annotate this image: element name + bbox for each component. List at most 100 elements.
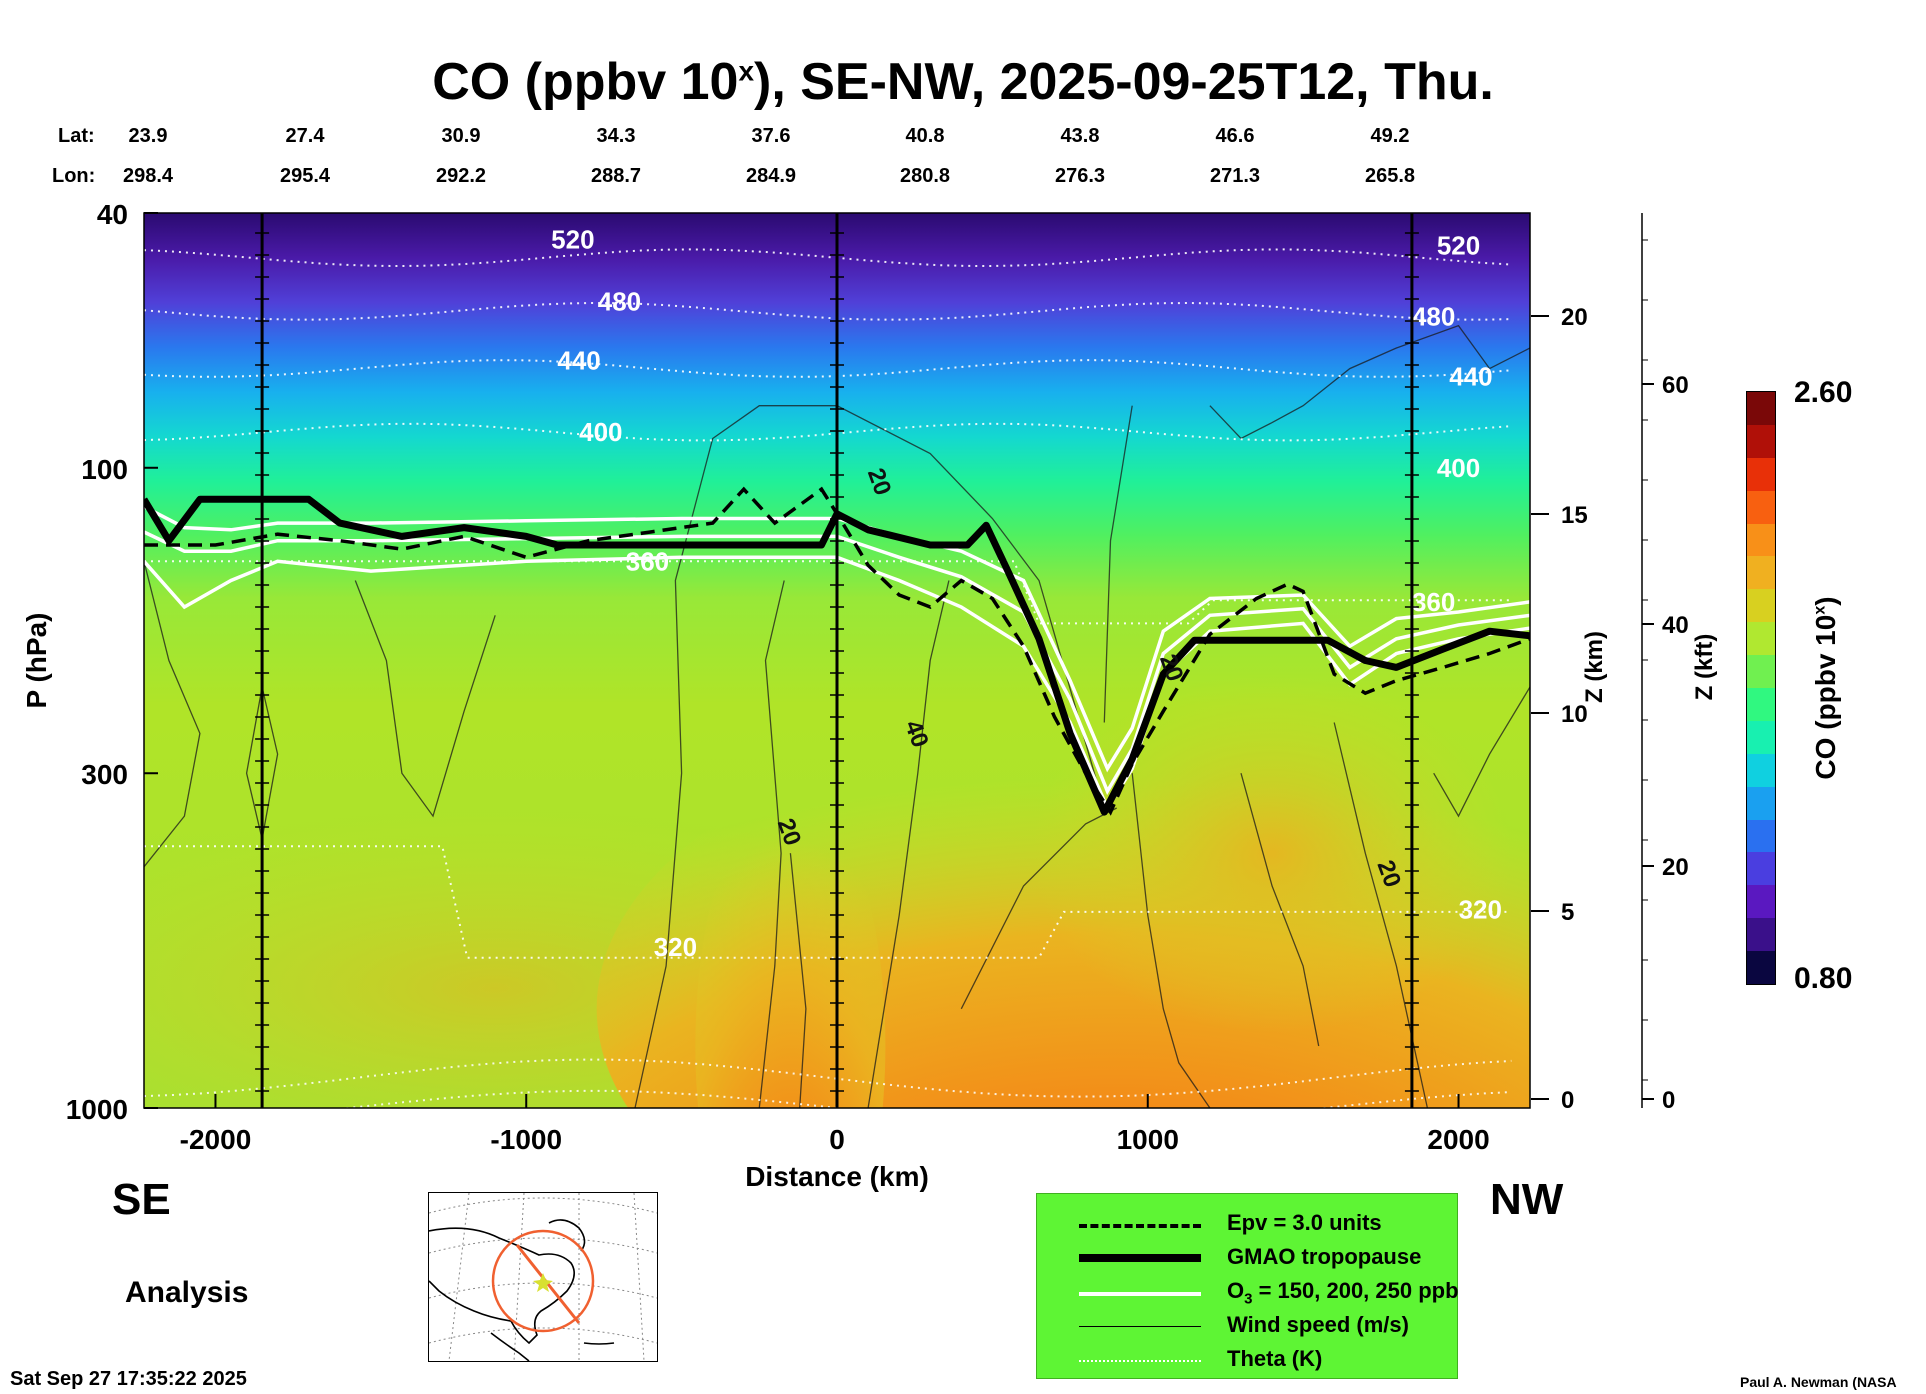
- theta-label-2: 440: [557, 346, 600, 376]
- legend-tropopause: GMAO tropopause: [1037, 1242, 1457, 1274]
- x-tick-label: -2000: [180, 1124, 252, 1155]
- y-tick-label: 40: [97, 199, 128, 230]
- theta-label-1: 480: [598, 287, 641, 317]
- legend-wind-label: Wind speed (m/s): [1227, 1312, 1409, 1337]
- colorbar-swatch: [1747, 720, 1775, 755]
- inset-map-graphic: [429, 1193, 657, 1361]
- legend-theta-label: Theta (K): [1227, 1346, 1323, 1371]
- colorbar-swatch: [1747, 457, 1775, 492]
- theta-label-7: 480: [1412, 301, 1455, 331]
- direction-nw: NW: [1490, 1175, 1564, 1224]
- x-axis-title: Distance (km): [745, 1161, 929, 1192]
- y-tick-label: 100: [81, 454, 128, 485]
- z-km-tick-label: 15: [1561, 502, 1588, 529]
- colorbar: [1746, 391, 1776, 985]
- colorbar-swatch: [1747, 556, 1775, 590]
- colorbar-swatch: [1747, 951, 1775, 985]
- direction-se: SE: [112, 1175, 171, 1224]
- z-kft-tick-label: 20: [1662, 854, 1689, 881]
- theta-contour-lower-0: [144, 1058, 1512, 1098]
- wind-contour-4: [758, 580, 785, 1108]
- legend-epv-label: Epv = 3.0 units: [1227, 1210, 1382, 1235]
- theta-contour-400: [144, 422, 1512, 442]
- z-km-tick-label: 0: [1561, 1087, 1574, 1114]
- theta-label-6: 520: [1437, 231, 1480, 261]
- y-tick-label: 300: [81, 759, 128, 790]
- lat-value: 30.9: [441, 125, 481, 147]
- legend-o3-label: O3 = 150, 200, 250 ppb: [1227, 1278, 1459, 1308]
- legend-tropopause-label: GMAO tropopause: [1227, 1244, 1422, 1269]
- colorbar-swatch: [1747, 786, 1775, 821]
- theta-label-9: 400: [1437, 453, 1480, 483]
- chart-title: CO (ppbv 10x), SE-NW, 2025-09-25T12, Thu…: [432, 53, 1494, 111]
- author-credit: Paul A. Newman (NASA: [1740, 1374, 1897, 1390]
- theta-contour-480: [144, 301, 1512, 321]
- colorbar-swatch: [1747, 392, 1775, 426]
- z-kft-tick-label: 60: [1662, 372, 1689, 399]
- theta-label-4: 360: [626, 546, 669, 576]
- theta-label-0: 520: [551, 225, 594, 255]
- legend-epv: Epv = 3.0 units: [1037, 1208, 1457, 1240]
- x-tick-label: 0: [829, 1124, 845, 1155]
- wind-contour-10: [1209, 324, 1530, 440]
- colorbar-swatch: [1747, 655, 1775, 689]
- lon-value: 276.3: [1054, 165, 1106, 187]
- lon-value: 288.7: [590, 165, 642, 187]
- lat-value: 46.6: [1215, 125, 1255, 147]
- z-km-tick-label: 10: [1561, 701, 1588, 728]
- lat-value: 49.2: [1370, 125, 1410, 147]
- legend-tropopause-swatch: [1079, 1254, 1201, 1262]
- theta-label-10: 360: [1412, 587, 1455, 617]
- wind-contour-3: [634, 405, 1105, 1108]
- legend-theta-swatch: [1079, 1360, 1201, 1362]
- colorbar-swatch: [1747, 490, 1775, 525]
- co-field-plume-west: [695, 786, 886, 1108]
- lat-value: 43.8: [1060, 125, 1100, 147]
- contour-overlays: 5204804404003603205204804404003603202040…: [144, 213, 1530, 1108]
- wind-contour-2: [354, 580, 496, 818]
- lat-value: 27.4: [285, 125, 325, 147]
- theta-contour-520: [144, 248, 1512, 268]
- lat-value: 37.6: [751, 125, 791, 147]
- legend-o3: O3 = 150, 200, 250 ppb: [1037, 1276, 1459, 1308]
- epv-contour: [144, 486, 1530, 816]
- wind-contour-5: [789, 853, 807, 1108]
- wind-contour-7: [960, 807, 1117, 1010]
- wind-contour-6: [867, 580, 950, 1108]
- lon-value: 271.3: [1209, 165, 1261, 187]
- lat-value: 40.8: [905, 125, 945, 147]
- z-kft-tick-label: 0: [1662, 1087, 1675, 1114]
- lon-value: 292.2: [435, 165, 487, 187]
- z-kft-axis-title: Z (kft): [1691, 634, 1718, 701]
- lat-label: Lat:: [58, 125, 95, 147]
- colorbar-swatch: [1747, 885, 1775, 919]
- lon-value: 284.9: [745, 165, 797, 187]
- legend-o3-swatch: [1079, 1292, 1201, 1296]
- theta-label-11: 320: [1459, 895, 1502, 925]
- lon-value: 265.8: [1364, 165, 1416, 187]
- lon-value: 298.4: [122, 165, 174, 187]
- lon-value: 295.4: [279, 165, 331, 187]
- lat-value: 34.3: [596, 125, 636, 147]
- z-kft-tick-label: 40: [1662, 612, 1689, 639]
- wind-contour-0: [144, 561, 201, 868]
- colorbar-swatch: [1747, 753, 1775, 788]
- wind-contour-8: [1131, 773, 1211, 1108]
- wind-contour-12: [1240, 773, 1320, 1047]
- colorbar-swatch: [1747, 918, 1775, 952]
- o3-contour-2: [144, 555, 1530, 812]
- colorbar-swatch: [1747, 819, 1775, 853]
- y-axis-title: P (hPa): [21, 613, 52, 709]
- legend-theta: Theta (K): [1037, 1344, 1457, 1376]
- theta-contour-360: [144, 560, 1512, 625]
- co-field-plume-upper: [1032, 673, 1513, 1034]
- theta-contour-440: [144, 359, 1512, 378]
- tropopause-line: [144, 495, 1530, 816]
- z-km-tick-label: 20: [1561, 304, 1588, 331]
- inset-map: [428, 1192, 658, 1362]
- colorbar-swatch: [1747, 523, 1775, 557]
- colorbar-max-label: 2.60: [1794, 376, 1853, 409]
- lat-value: 23.9: [128, 125, 168, 147]
